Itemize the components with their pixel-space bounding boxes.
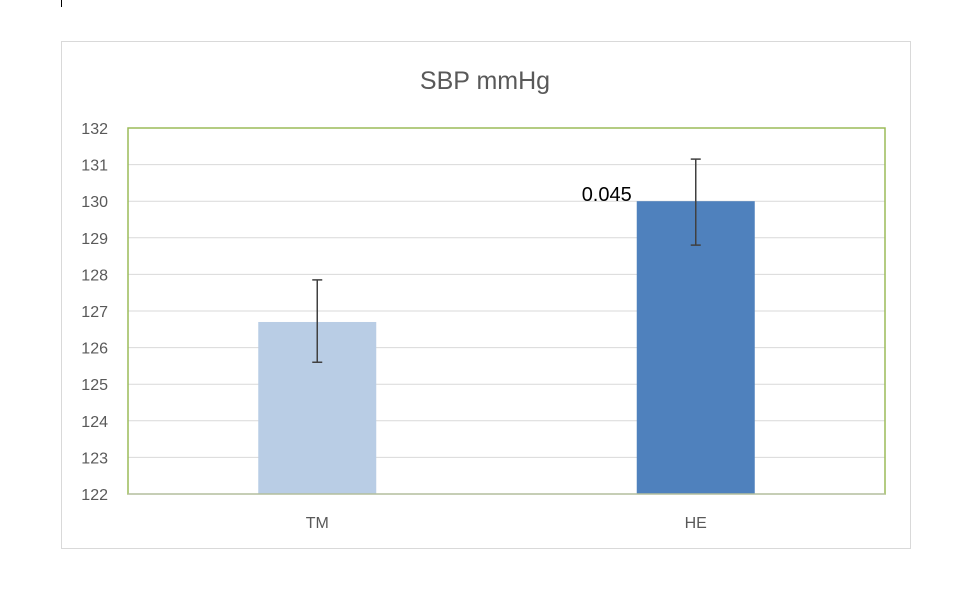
bar-he bbox=[636, 201, 755, 494]
error-bars bbox=[312, 158, 701, 363]
x-tick-label: HE bbox=[685, 515, 707, 532]
y-tick-label: 126 bbox=[81, 341, 108, 358]
x-tick-label: TM bbox=[306, 515, 329, 532]
corner-tick-mark bbox=[61, 0, 62, 7]
y-tick-label: 129 bbox=[81, 231, 108, 248]
chart-title: SBP mmHg bbox=[420, 67, 550, 95]
y-tick-label: 127 bbox=[81, 304, 108, 321]
annotations: 0.045 bbox=[582, 184, 632, 206]
y-tick-label: 132 bbox=[81, 121, 108, 138]
gridlines bbox=[128, 164, 885, 458]
y-tick-label: 125 bbox=[81, 377, 108, 394]
y-tick-label: 122 bbox=[81, 487, 108, 504]
y-axis-tick-labels: 122 123 124 125 126 127 128 129 130 131 132 bbox=[81, 121, 108, 504]
y-tick-label: 131 bbox=[81, 158, 108, 175]
y-tick-label: 130 bbox=[81, 194, 108, 211]
p-value-annotation: 0.045 bbox=[582, 184, 632, 206]
chart-frame bbox=[61, 41, 911, 549]
y-tick-label: 124 bbox=[81, 414, 108, 431]
y-tick-label: 123 bbox=[81, 450, 108, 467]
y-tick-label: 128 bbox=[81, 267, 108, 284]
x-axis-tick-labels: TM HE bbox=[306, 515, 707, 532]
